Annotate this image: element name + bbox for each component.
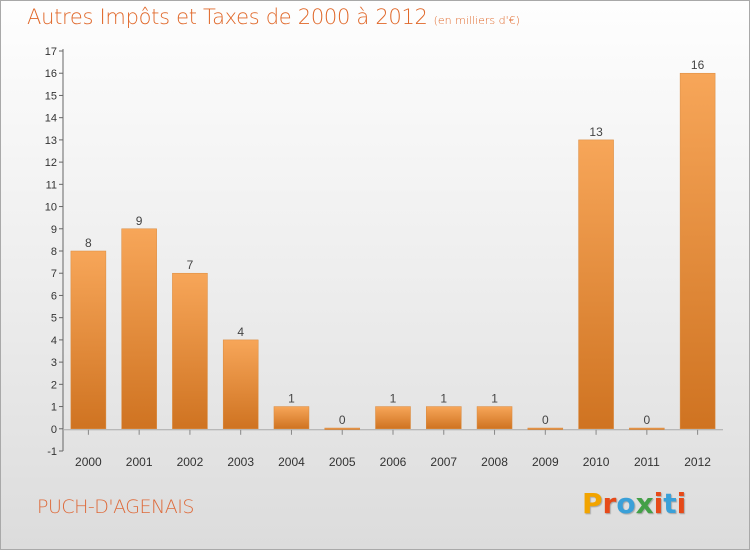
data-label: 1 xyxy=(440,392,447,406)
x-tick-label: 2005 xyxy=(329,455,356,469)
x-tick-label: 2010 xyxy=(583,455,610,469)
y-tick-label: 2 xyxy=(51,379,57,391)
y-tick-label: 9 xyxy=(51,224,57,236)
x-tick-label: 2004 xyxy=(278,455,305,469)
chart-title: Autres Impôts et Taxes de 2000 à 2012 (en… xyxy=(27,5,520,29)
data-label: 9 xyxy=(136,214,143,228)
x-tick-label: 2000 xyxy=(75,455,102,469)
commune-name: PUCH-D'AGENAIS xyxy=(37,496,194,518)
y-tick-label: 12 xyxy=(45,157,57,169)
bar xyxy=(476,406,513,430)
bar xyxy=(273,406,310,430)
y-tick-label: 7 xyxy=(51,268,57,280)
bar xyxy=(121,228,157,430)
bar xyxy=(426,406,462,430)
y-tick-label: 10 xyxy=(45,202,57,214)
y-tick-label: 13 xyxy=(45,135,57,147)
bar xyxy=(527,427,564,430)
data-label: 1 xyxy=(288,392,295,406)
y-tick-label: 11 xyxy=(46,179,57,191)
data-label: 1 xyxy=(491,392,498,406)
chart-bars xyxy=(70,72,716,430)
logo-letter: r xyxy=(602,487,617,520)
x-tick-label: 2007 xyxy=(430,455,457,469)
y-tick-label: 16 xyxy=(45,68,57,80)
x-tick-label: 2001 xyxy=(126,455,153,469)
x-tick-label: 2003 xyxy=(227,455,254,469)
y-tick-label: 3 xyxy=(51,357,57,369)
y-tick-label: 4 xyxy=(51,335,57,347)
data-label: 8 xyxy=(85,236,92,250)
bar xyxy=(679,72,716,430)
x-tick-label: 2012 xyxy=(684,455,711,469)
data-label: 4 xyxy=(237,325,244,339)
bar xyxy=(70,250,107,430)
data-label: 13 xyxy=(589,125,603,139)
title-text: Autres Impôts et Taxes de 2000 à 2012 xyxy=(27,5,428,29)
logo-letter: x xyxy=(635,487,654,520)
data-label: 16 xyxy=(691,58,705,72)
data-label: 0 xyxy=(644,413,651,427)
data-label: 0 xyxy=(339,413,346,427)
y-tick-label: 1 xyxy=(51,402,57,414)
bar xyxy=(172,272,208,430)
y-tick-label: 17 xyxy=(45,46,57,58)
x-tick-label: 2009 xyxy=(532,455,559,469)
logo-letter: t xyxy=(663,487,677,520)
y-tick-label: 0 xyxy=(51,424,57,436)
data-label: 7 xyxy=(187,258,194,272)
y-tick-label: 15 xyxy=(45,90,57,102)
y-tick-label: -1 xyxy=(47,446,57,458)
y-tick-label: 14 xyxy=(45,113,57,125)
logo-letter: P xyxy=(582,487,603,520)
bar xyxy=(375,406,411,430)
bar xyxy=(324,427,360,430)
x-tick-label: 2006 xyxy=(380,455,407,469)
bar xyxy=(222,339,259,430)
y-tick-label: 8 xyxy=(51,246,57,258)
x-tick-label: 2011 xyxy=(634,455,660,469)
y-tick-label: 5 xyxy=(51,313,57,325)
chart-subtitle: (en milliers d'€) xyxy=(433,14,520,27)
bar xyxy=(629,427,665,430)
chart-data-labels: 8 9 7 4 1 0 1 1 1 0 13 0 16 xyxy=(85,58,705,427)
logo-letter: i xyxy=(676,487,687,520)
logo-letter: i xyxy=(653,487,664,520)
proxiti-logo: Proxiti xyxy=(582,487,686,520)
logo-letter: o xyxy=(616,487,636,520)
data-label: 0 xyxy=(542,413,549,427)
bar xyxy=(578,139,614,430)
y-tick-label: 6 xyxy=(51,290,57,302)
data-label: 1 xyxy=(390,392,397,406)
x-tick-label: 2008 xyxy=(481,455,508,469)
x-tick-label: 2002 xyxy=(177,455,204,469)
